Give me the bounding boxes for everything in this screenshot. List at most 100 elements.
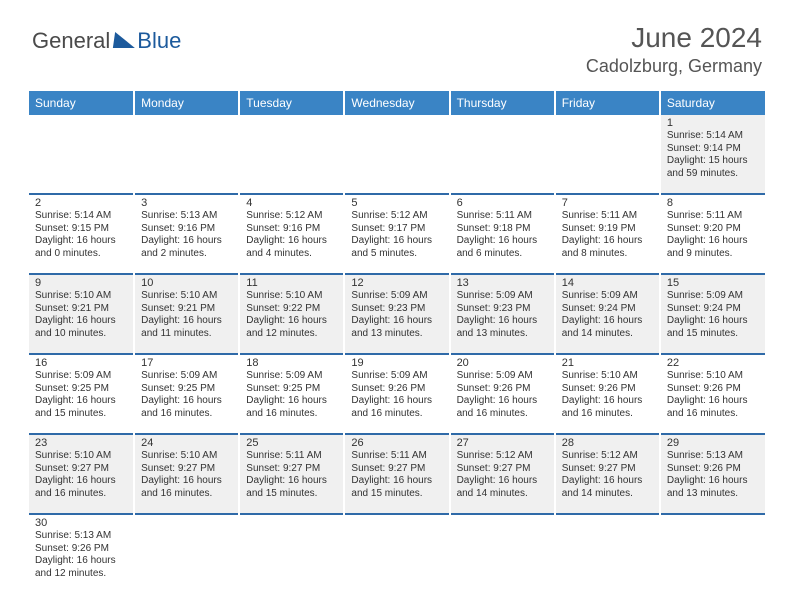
sunrise-text: Sunrise: 5:12 AM — [351, 210, 444, 223]
day-number: 6 — [457, 197, 550, 209]
sunset-text: Sunset: 9:25 PM — [35, 383, 129, 396]
sunset-text: Sunset: 9:26 PM — [35, 543, 129, 556]
sunrise-text: Sunrise: 5:09 AM — [351, 370, 444, 383]
day-number: 22 — [667, 357, 761, 369]
day-cell: 1Sunrise: 5:14 AMSunset: 9:14 PMDaylight… — [660, 115, 765, 193]
sunset-text: Sunset: 9:27 PM — [35, 463, 129, 476]
day-cell: 18Sunrise: 5:09 AMSunset: 9:25 PMDayligh… — [239, 355, 344, 433]
sunrise-text: Sunrise: 5:11 AM — [246, 450, 339, 463]
day-number: 21 — [562, 357, 655, 369]
day-number: 15 — [667, 277, 761, 289]
logo-text-general: General — [32, 28, 110, 54]
day-cell — [555, 515, 660, 593]
sunrise-text: Sunrise: 5:09 AM — [351, 290, 444, 303]
day-cell: 26Sunrise: 5:11 AMSunset: 9:27 PMDayligh… — [344, 435, 449, 513]
daylight-text: Daylight: 16 hours and 2 minutes. — [141, 235, 234, 260]
daylight-text: Daylight: 16 hours and 16 minutes. — [351, 395, 444, 420]
daylight-text: Daylight: 16 hours and 15 minutes. — [351, 475, 444, 500]
sunset-text: Sunset: 9:19 PM — [562, 223, 655, 236]
daylight-text: Daylight: 16 hours and 8 minutes. — [562, 235, 655, 260]
day-cell: 16Sunrise: 5:09 AMSunset: 9:25 PMDayligh… — [29, 355, 134, 433]
daylight-text: Daylight: 16 hours and 10 minutes. — [35, 315, 129, 340]
daylight-text: Daylight: 16 hours and 6 minutes. — [457, 235, 550, 260]
sunrise-text: Sunrise: 5:10 AM — [562, 370, 655, 383]
sunset-text: Sunset: 9:22 PM — [246, 303, 339, 316]
sunrise-text: Sunrise: 5:09 AM — [667, 290, 761, 303]
sunrise-text: Sunrise: 5:09 AM — [35, 370, 129, 383]
sunrise-text: Sunrise: 5:13 AM — [35, 530, 129, 543]
sunrise-text: Sunrise: 5:14 AM — [667, 130, 761, 143]
sunset-text: Sunset: 9:24 PM — [667, 303, 761, 316]
daylight-text: Daylight: 16 hours and 16 minutes. — [667, 395, 761, 420]
daylight-text: Daylight: 16 hours and 15 minutes. — [667, 315, 761, 340]
sunrise-text: Sunrise: 5:10 AM — [35, 290, 129, 303]
week-row: 9Sunrise: 5:10 AMSunset: 9:21 PMDaylight… — [29, 275, 765, 353]
day-cell — [450, 515, 555, 593]
month-title: June 2024 — [586, 22, 762, 54]
sunrise-text: Sunrise: 5:14 AM — [35, 210, 129, 223]
day-number: 2 — [35, 197, 129, 209]
day-number: 5 — [351, 197, 444, 209]
day-cell: 15Sunrise: 5:09 AMSunset: 9:24 PMDayligh… — [660, 275, 765, 353]
daylight-text: Daylight: 16 hours and 16 minutes. — [457, 395, 550, 420]
sunset-text: Sunset: 9:21 PM — [35, 303, 129, 316]
day-cell: 6Sunrise: 5:11 AMSunset: 9:18 PMDaylight… — [450, 195, 555, 273]
day-header-row: SundayMondayTuesdayWednesdayThursdayFrid… — [29, 91, 765, 115]
sunrise-text: Sunrise: 5:10 AM — [667, 370, 761, 383]
title-block: June 2024 Cadolzburg, Germany — [586, 22, 762, 77]
sunset-text: Sunset: 9:21 PM — [141, 303, 234, 316]
day-cell: 13Sunrise: 5:09 AMSunset: 9:23 PMDayligh… — [450, 275, 555, 353]
day-number: 1 — [667, 117, 761, 129]
sunset-text: Sunset: 9:18 PM — [457, 223, 550, 236]
sunset-text: Sunset: 9:26 PM — [562, 383, 655, 396]
day-cell: 21Sunrise: 5:10 AMSunset: 9:26 PMDayligh… — [555, 355, 660, 433]
daylight-text: Daylight: 16 hours and 13 minutes. — [457, 315, 550, 340]
day-number: 9 — [35, 277, 129, 289]
daylight-text: Daylight: 16 hours and 16 minutes. — [35, 475, 129, 500]
sunrise-text: Sunrise: 5:09 AM — [457, 290, 550, 303]
day-number: 12 — [351, 277, 444, 289]
sunrise-text: Sunrise: 5:11 AM — [457, 210, 550, 223]
sunrise-text: Sunrise: 5:12 AM — [246, 210, 339, 223]
daylight-text: Daylight: 16 hours and 9 minutes. — [667, 235, 761, 260]
day-number: 28 — [562, 437, 655, 449]
sunset-text: Sunset: 9:16 PM — [141, 223, 234, 236]
day-number: 11 — [246, 277, 339, 289]
sunrise-text: Sunrise: 5:11 AM — [667, 210, 761, 223]
day-cell — [555, 115, 660, 193]
sunset-text: Sunset: 9:26 PM — [457, 383, 550, 396]
day-cell: 25Sunrise: 5:11 AMSunset: 9:27 PMDayligh… — [239, 435, 344, 513]
sunset-text: Sunset: 9:26 PM — [351, 383, 444, 396]
day-cell — [344, 115, 449, 193]
daylight-text: Daylight: 16 hours and 11 minutes. — [141, 315, 234, 340]
daylight-text: Daylight: 16 hours and 4 minutes. — [246, 235, 339, 260]
daylight-text: Daylight: 16 hours and 16 minutes. — [562, 395, 655, 420]
daylight-text: Daylight: 16 hours and 14 minutes. — [562, 315, 655, 340]
day-cell: 28Sunrise: 5:12 AMSunset: 9:27 PMDayligh… — [555, 435, 660, 513]
week-row: 1Sunrise: 5:14 AMSunset: 9:14 PMDaylight… — [29, 115, 765, 193]
day-number: 8 — [667, 197, 761, 209]
sunrise-text: Sunrise: 5:09 AM — [246, 370, 339, 383]
day-number: 4 — [246, 197, 339, 209]
daylight-text: Daylight: 16 hours and 16 minutes. — [141, 395, 234, 420]
sunset-text: Sunset: 9:27 PM — [141, 463, 234, 476]
sunset-text: Sunset: 9:25 PM — [246, 383, 339, 396]
sunrise-text: Sunrise: 5:10 AM — [246, 290, 339, 303]
day-cell: 10Sunrise: 5:10 AMSunset: 9:21 PMDayligh… — [134, 275, 239, 353]
week-row: 23Sunrise: 5:10 AMSunset: 9:27 PMDayligh… — [29, 435, 765, 513]
daylight-text: Daylight: 16 hours and 14 minutes. — [457, 475, 550, 500]
sunset-text: Sunset: 9:15 PM — [35, 223, 129, 236]
daylight-text: Daylight: 16 hours and 16 minutes. — [246, 395, 339, 420]
day-cell: 14Sunrise: 5:09 AMSunset: 9:24 PMDayligh… — [555, 275, 660, 353]
day-cell: 3Sunrise: 5:13 AMSunset: 9:16 PMDaylight… — [134, 195, 239, 273]
day-cell: 4Sunrise: 5:12 AMSunset: 9:16 PMDaylight… — [239, 195, 344, 273]
sunrise-text: Sunrise: 5:13 AM — [667, 450, 761, 463]
sunset-text: Sunset: 9:26 PM — [667, 383, 761, 396]
sunrise-text: Sunrise: 5:09 AM — [141, 370, 234, 383]
day-cell: 9Sunrise: 5:10 AMSunset: 9:21 PMDaylight… — [29, 275, 134, 353]
daylight-text: Daylight: 16 hours and 0 minutes. — [35, 235, 129, 260]
day-cell: 12Sunrise: 5:09 AMSunset: 9:23 PMDayligh… — [344, 275, 449, 353]
day-cell: 22Sunrise: 5:10 AMSunset: 9:26 PMDayligh… — [660, 355, 765, 433]
day-number: 14 — [562, 277, 655, 289]
daylight-text: Daylight: 16 hours and 15 minutes. — [35, 395, 129, 420]
